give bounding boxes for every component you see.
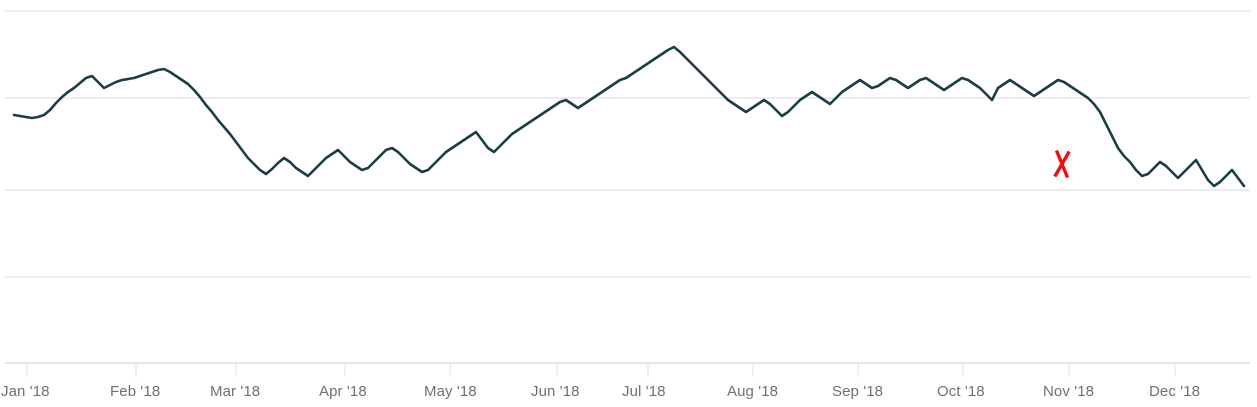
marker-stroke-1 xyxy=(1053,150,1071,178)
red-x-marker xyxy=(1053,149,1071,179)
price-line-series xyxy=(12,45,1246,188)
x-axis-tick-labels: Jan '18 Feb '18 Mar '18 Apr '18 May '18 Jun '… xyxy=(1,383,1200,400)
tick-label-9: Oct '18 xyxy=(937,383,985,400)
gridlines xyxy=(5,10,1250,278)
tick-label-3: Apr '18 xyxy=(319,383,367,400)
tick-label-1: Feb '18 xyxy=(110,383,160,400)
tick-label-6: Jul '18 xyxy=(622,383,666,400)
tick-label-2: Mar '18 xyxy=(210,383,260,400)
tick-label-4: May '18 xyxy=(424,383,477,400)
tick-label-10: Nov '18 xyxy=(1043,383,1094,400)
tick-label-8: Sep '18 xyxy=(832,383,883,400)
x-axis-tick-marks xyxy=(26,364,1176,377)
tick-label-0: Jan '18 xyxy=(1,383,50,400)
tick-label-5: Jun '18 xyxy=(531,383,580,400)
tick-label-11: Dec '18 xyxy=(1149,383,1200,400)
tick-label-7: Aug '18 xyxy=(727,383,778,400)
